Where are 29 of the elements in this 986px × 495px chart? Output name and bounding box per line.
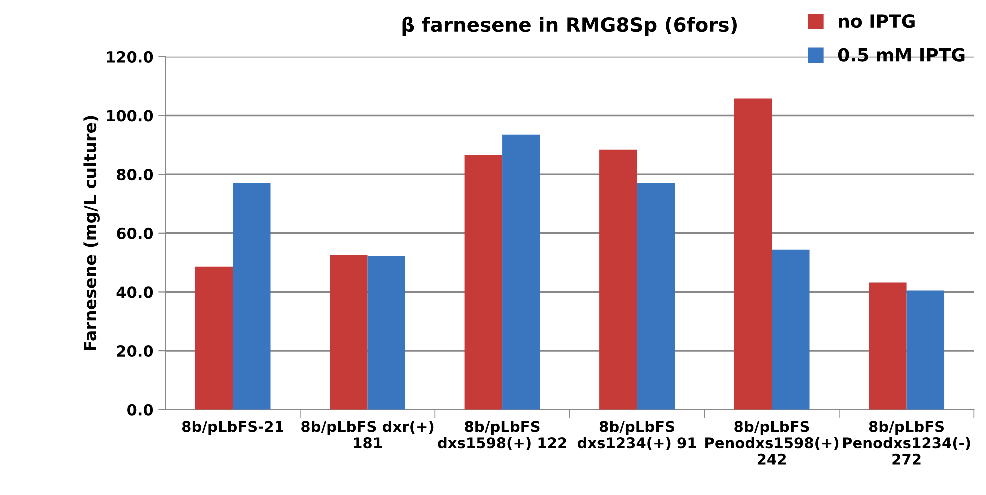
y-tick-label: 100.0 bbox=[107, 110, 154, 122]
legend-label: no IPTG bbox=[839, 14, 915, 28]
y-tick-label: 120.0 bbox=[107, 51, 154, 63]
y-tick-label: 40.0 bbox=[116, 286, 154, 298]
y-tick-label: 60.0 bbox=[117, 228, 154, 240]
bar bbox=[637, 183, 676, 410]
bar bbox=[502, 134, 540, 410]
legend-label: 0.5 mM IPTG bbox=[838, 48, 965, 62]
bar bbox=[233, 183, 271, 410]
bar bbox=[368, 256, 406, 410]
x-tick-label: 8b/pLbFS Penodxs1598(+) 242 bbox=[706, 420, 839, 465]
bar bbox=[734, 98, 772, 410]
bar bbox=[869, 282, 907, 410]
chart-title: β farnesene in RMG8Sp (6fors) bbox=[402, 16, 737, 36]
bar bbox=[195, 266, 234, 410]
bar bbox=[772, 250, 810, 410]
x-tick-label: 8b/pLbFS Penodxs1234(-) 272 bbox=[843, 420, 970, 465]
x-tick-label: 8b/pLbFS dxs1598(+) 122 bbox=[438, 420, 566, 450]
bar bbox=[330, 255, 368, 410]
bar bbox=[906, 290, 945, 410]
bar bbox=[464, 155, 503, 410]
x-tick-label: 8b/pLbFS dxr(+) 181 bbox=[302, 420, 434, 449]
y-tick-label: 80.0 bbox=[117, 169, 154, 181]
bar bbox=[600, 150, 638, 410]
x-tick-label: 8b/pLbFS dxs1234(+) 91 bbox=[578, 420, 696, 450]
x-tick-label: 8b/pLbFS-21 bbox=[182, 420, 284, 436]
y-tick-label: 20.0 bbox=[117, 346, 154, 358]
y-axis-title: Farnesene (mg/L culture) bbox=[84, 116, 100, 350]
y-tick-label: 0.0 bbox=[128, 404, 154, 416]
